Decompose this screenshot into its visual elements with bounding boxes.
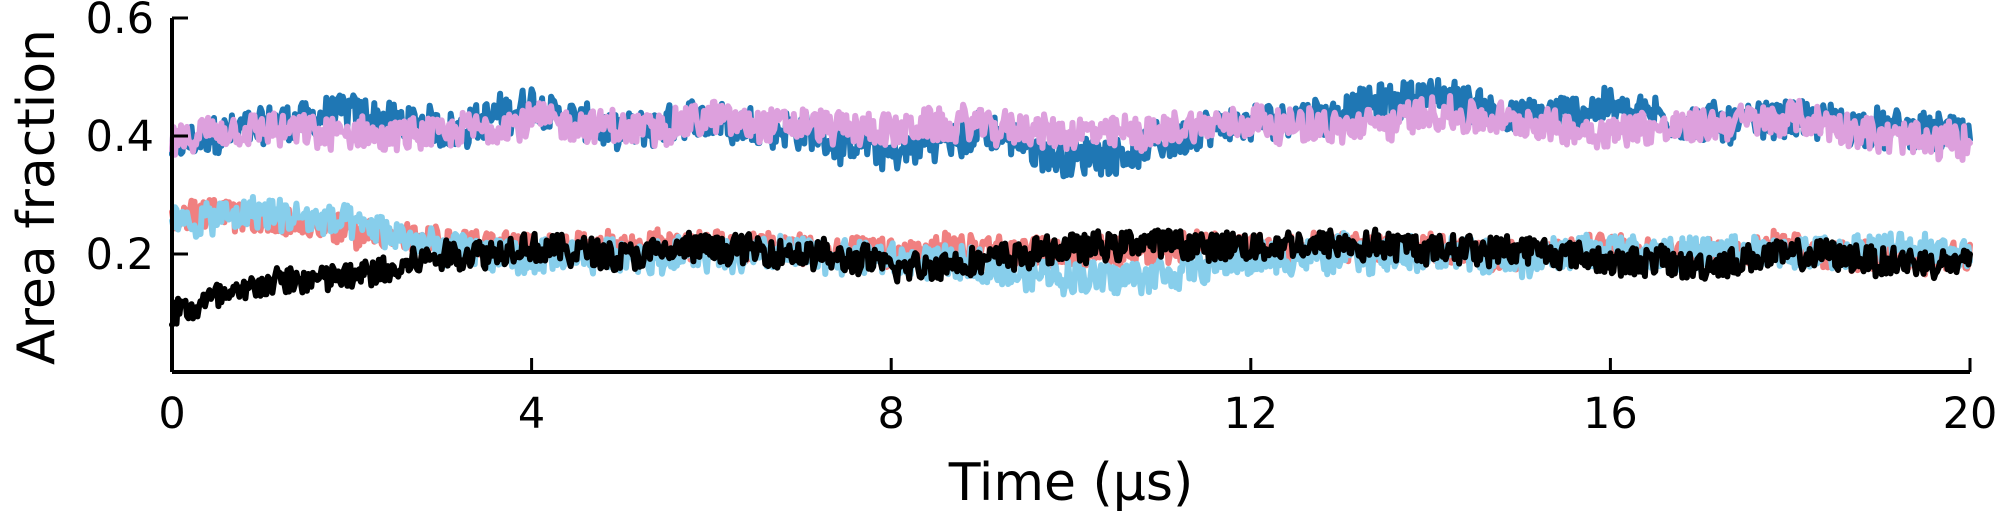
x-tick-label: 12 <box>1223 389 1278 439</box>
x-tick-label: 4 <box>518 389 545 439</box>
x-tick-label: 8 <box>878 389 905 439</box>
y-tick-label: 0.2 <box>86 230 154 280</box>
y-tick-label: 0.6 <box>86 0 154 44</box>
x-tick-label: 20 <box>1943 389 1998 439</box>
y-tick-label: 0.4 <box>86 112 154 162</box>
x-ticks: 0 4 8 12 16 20 <box>158 358 1997 439</box>
x-axis-label: Time (μs) <box>948 453 1194 513</box>
series-layer <box>169 77 1973 328</box>
y-ticks: 0.2 0.4 0.6 <box>86 0 188 280</box>
series-line-5 <box>169 226 1973 328</box>
x-tick-label: 16 <box>1583 389 1638 439</box>
series-line-2 <box>169 93 1973 163</box>
y-axis-label: Area fraction <box>7 29 67 365</box>
x-tick-label: 0 <box>158 389 185 439</box>
